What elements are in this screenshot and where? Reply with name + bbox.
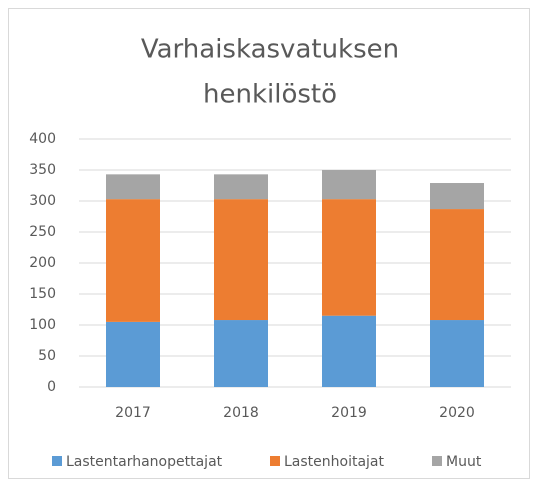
y-tick-label: 250 xyxy=(29,224,56,240)
legend-swatch xyxy=(270,456,280,466)
legend-label: Lastenhoitajat xyxy=(284,454,385,470)
y-tick-label: 400 xyxy=(29,131,56,147)
bar-segment xyxy=(106,321,160,387)
y-tick-label: 100 xyxy=(29,317,56,333)
bar-segment xyxy=(430,320,484,387)
bar-segment xyxy=(322,199,376,316)
chart-title: henkilöstö xyxy=(203,80,337,110)
bar-segment xyxy=(214,199,268,321)
chart-title: Varhaiskasvatuksen xyxy=(141,35,399,65)
bar-segment xyxy=(106,174,160,200)
legend-swatch xyxy=(52,456,62,466)
y-tick-label: 50 xyxy=(38,348,56,364)
legend-label: Muut xyxy=(446,454,482,470)
x-tick-label: 2019 xyxy=(331,405,367,421)
bar-segment xyxy=(106,199,160,322)
bar-segment xyxy=(430,209,484,321)
bar-segment xyxy=(322,170,376,200)
x-tick-label: 2017 xyxy=(115,405,151,421)
bar-segment xyxy=(430,183,484,210)
y-tick-label: 200 xyxy=(29,255,56,271)
y-tick-label: 150 xyxy=(29,286,56,302)
x-tick-label: 2020 xyxy=(439,405,475,421)
x-tick-label: 2018 xyxy=(223,405,259,421)
legend-swatch xyxy=(432,456,442,466)
y-tick-label: 300 xyxy=(29,193,56,209)
bar-segment xyxy=(214,320,268,387)
y-tick-label: 350 xyxy=(29,162,56,178)
y-tick-label: 0 xyxy=(47,379,56,395)
bar-segment xyxy=(322,315,376,387)
legend-label: Lastentarhanopettajat xyxy=(66,454,223,470)
bar-segment xyxy=(214,174,268,200)
